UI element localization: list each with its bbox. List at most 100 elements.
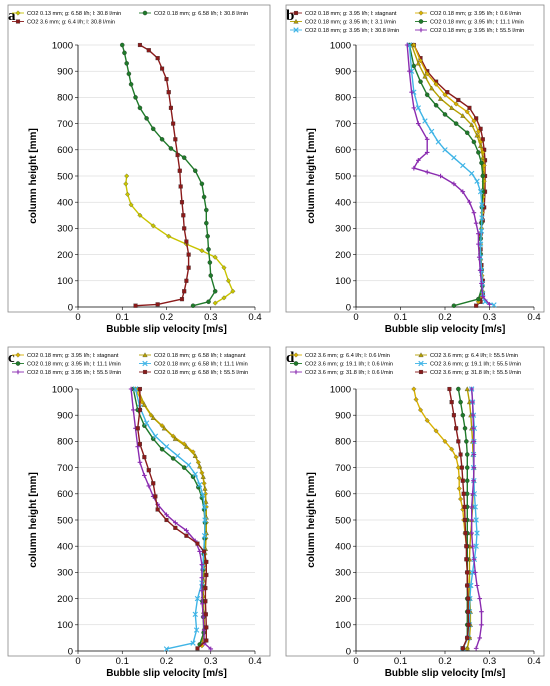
data-point (164, 512, 169, 518)
data-point (476, 296, 481, 302)
data-point (173, 525, 178, 530)
y-tick-label: 0 (68, 646, 73, 657)
data-point (204, 559, 209, 564)
data-point (475, 299, 481, 305)
data-point (479, 609, 484, 614)
data-point (469, 504, 474, 510)
data-point (133, 303, 138, 308)
data-point (133, 95, 138, 100)
data-point (479, 202, 485, 208)
data-point (460, 478, 465, 483)
data-point (409, 89, 414, 95)
data-point (411, 63, 417, 69)
data-point (460, 646, 465, 651)
data-point (159, 137, 165, 142)
y-tick-label: 0 (68, 302, 73, 313)
data-point (142, 455, 147, 460)
data-point (206, 247, 211, 252)
legend-label: CO2 0.18 mm; g: 6.58 l/h; l: 30.8 l/min (154, 11, 248, 17)
y-axis-label: column height [mm] (306, 128, 317, 224)
data-point (471, 557, 477, 562)
chart-panel-d: CO2 3.6 mm; g: 6.4 l/h; l: 0.6 l/min CO2 … (285, 346, 545, 679)
data-point (474, 583, 480, 588)
data-point (478, 143, 484, 148)
y-axis-label: column height [mm] (306, 472, 317, 568)
y-tick-label: 700 (335, 119, 351, 130)
series (120, 42, 218, 308)
data-point (192, 611, 198, 618)
data-point (464, 439, 469, 444)
data-point (480, 137, 485, 142)
y-tick-label: 400 (57, 542, 73, 553)
data-point (475, 128, 481, 134)
data-point (471, 139, 477, 145)
data-point (463, 531, 468, 536)
data-point (150, 126, 156, 132)
data-point (161, 425, 167, 431)
data-point (470, 491, 475, 497)
data-point (464, 645, 470, 651)
legend-marker (293, 27, 299, 33)
data-point (465, 583, 470, 588)
data-point (472, 504, 478, 510)
data-point (199, 588, 205, 594)
data-point (164, 77, 169, 82)
data-point (437, 96, 444, 101)
panel-letter-d: d (286, 350, 295, 366)
data-point (433, 81, 439, 87)
y-tick-label: 500 (57, 515, 73, 526)
data-point (418, 58, 424, 64)
legend-marker (15, 361, 21, 366)
y-tick-label: 200 (335, 594, 351, 605)
legend-label: CO2 3.6 mm; g: 19.1 l/h; l: 0.6 l/min (305, 362, 393, 368)
data-point (453, 454, 459, 460)
data-point (200, 474, 206, 479)
data-point (438, 173, 443, 179)
data-point (456, 97, 461, 103)
data-point (469, 569, 476, 576)
data-point (473, 646, 479, 651)
y-tick-label: 800 (335, 437, 351, 448)
data-point (128, 202, 134, 208)
data-point (464, 109, 470, 115)
y-tick-label: 300 (335, 568, 351, 579)
data-point (137, 407, 143, 413)
y-tick-label: 400 (57, 198, 73, 209)
data-point (424, 92, 430, 98)
data-point (203, 586, 208, 591)
data-point (453, 121, 459, 126)
data-point (424, 137, 430, 142)
x-tick-label: 0 (353, 312, 358, 323)
data-point (123, 181, 129, 187)
data-point (137, 212, 143, 218)
data-point (150, 415, 156, 420)
data-point (193, 168, 198, 174)
data-point (471, 452, 477, 457)
data-point (199, 181, 205, 187)
data-point (181, 465, 187, 470)
legend-item: CO2 3.6 mm; g: 31.8 l/h; l: 55.5 l/min (415, 369, 521, 376)
data-point (465, 570, 470, 575)
data-point (456, 475, 462, 481)
legend-marker (142, 369, 148, 375)
chart-panel-a: CO2 0.13 mm; g: 6.58 l/h; l: 30.8 l/min C… (7, 4, 271, 335)
x-axis-label: Bubble slip velocity [m/s] (385, 324, 506, 335)
y-tick-label: 400 (335, 542, 351, 553)
data-point (469, 386, 474, 392)
data-point (201, 194, 207, 200)
data-point (164, 517, 169, 523)
data-point (160, 66, 165, 71)
data-point (477, 635, 483, 641)
legend-item: CO2 0.18 mm; g: 3.95 l/h; l: stagnant (12, 352, 119, 359)
data-point (166, 90, 171, 95)
data-point (182, 226, 187, 231)
data-point (203, 599, 208, 604)
data-point (487, 302, 492, 307)
legend-item: CO2 3.6 mm; g: 31.8 l/h; l: 0.6 l/min (290, 369, 393, 376)
y-tick-label: 100 (57, 620, 73, 631)
legend-marker (418, 352, 424, 358)
data-point (415, 60, 421, 66)
data-point (453, 101, 459, 107)
data-point (199, 575, 205, 580)
